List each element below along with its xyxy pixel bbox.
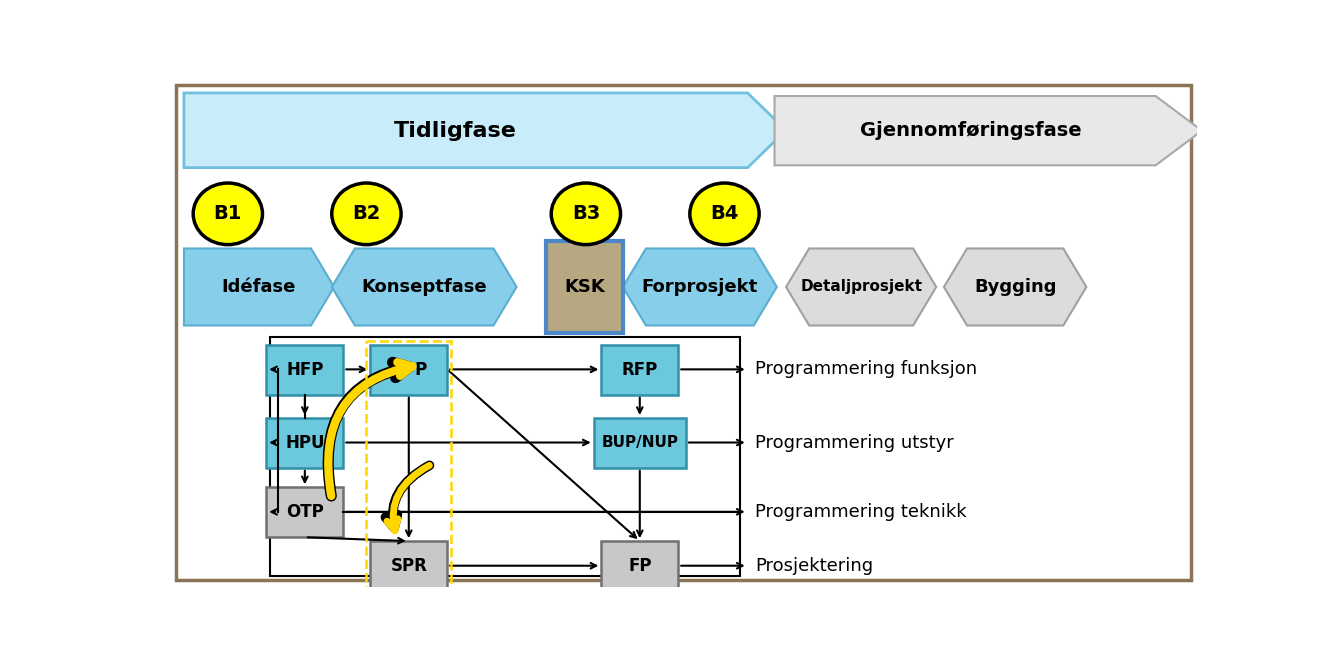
Bar bbox=[602, 541, 678, 591]
Text: Detaljprosjekt: Detaljprosjekt bbox=[800, 279, 922, 295]
Text: Programmering teknikk: Programmering teknikk bbox=[755, 503, 967, 521]
Text: Programmering utstyr: Programmering utstyr bbox=[755, 434, 954, 451]
FancyArrowPatch shape bbox=[386, 465, 430, 528]
Text: Tidligfase: Tidligfase bbox=[394, 121, 516, 140]
Text: Bygging: Bygging bbox=[974, 278, 1057, 296]
Polygon shape bbox=[184, 248, 334, 326]
Text: HFP: HFP bbox=[287, 360, 324, 379]
FancyArrowPatch shape bbox=[328, 362, 412, 496]
Text: Idéfase: Idéfase bbox=[221, 278, 296, 296]
Text: Prosjektering: Prosjektering bbox=[755, 557, 874, 575]
Text: Programmering funksjon: Programmering funksjon bbox=[755, 360, 978, 378]
Ellipse shape bbox=[332, 183, 402, 244]
Text: Forprosjekt: Forprosjekt bbox=[642, 278, 758, 296]
FancyArrowPatch shape bbox=[328, 362, 410, 496]
Bar bbox=[271, 337, 740, 576]
FancyArrowPatch shape bbox=[387, 465, 430, 530]
Polygon shape bbox=[775, 96, 1202, 165]
Text: KSK: KSK bbox=[564, 278, 604, 296]
Text: OTP: OTP bbox=[285, 503, 324, 521]
Polygon shape bbox=[623, 248, 776, 326]
Bar bbox=[602, 345, 678, 395]
Bar bbox=[267, 418, 343, 468]
Ellipse shape bbox=[551, 183, 620, 244]
Ellipse shape bbox=[193, 183, 263, 244]
Text: FP: FP bbox=[628, 557, 651, 575]
Bar bbox=[367, 341, 451, 595]
Bar bbox=[267, 487, 343, 537]
Bar bbox=[371, 541, 447, 591]
Ellipse shape bbox=[690, 183, 759, 244]
Text: DFP: DFP bbox=[390, 360, 427, 379]
Bar bbox=[371, 345, 447, 395]
Bar bbox=[546, 241, 623, 333]
Text: SPR: SPR bbox=[391, 557, 427, 575]
Bar bbox=[594, 418, 686, 468]
Text: HPU: HPU bbox=[285, 434, 324, 452]
Polygon shape bbox=[786, 248, 936, 326]
Polygon shape bbox=[184, 93, 786, 167]
Text: B4: B4 bbox=[710, 204, 739, 223]
Bar bbox=[267, 345, 343, 395]
Polygon shape bbox=[944, 248, 1086, 326]
Text: Konseptfase: Konseptfase bbox=[362, 278, 487, 296]
Text: BUP/NUP: BUP/NUP bbox=[602, 436, 678, 450]
Text: RFP: RFP bbox=[622, 360, 658, 379]
Text: Gjennomføringsfase: Gjennomføringsfase bbox=[860, 121, 1082, 140]
Text: B2: B2 bbox=[352, 204, 380, 223]
Polygon shape bbox=[332, 248, 516, 326]
Text: B1: B1 bbox=[213, 204, 241, 223]
Text: B3: B3 bbox=[572, 204, 600, 223]
